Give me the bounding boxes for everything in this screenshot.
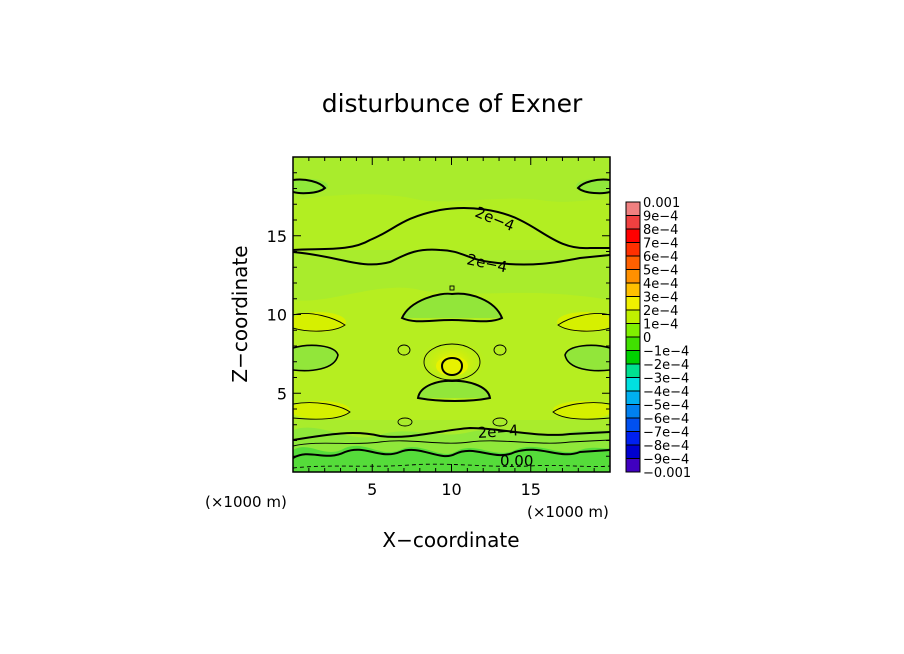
contour-top-left xyxy=(293,178,327,195)
colorbar-swatch xyxy=(626,296,640,311)
chart-title: disturbunce of Exner xyxy=(322,89,583,118)
colorbar-swatch xyxy=(626,350,640,365)
y-axis-label: Z−coordinate xyxy=(228,245,252,382)
y-tick-labels: 5 10 15 xyxy=(267,227,287,404)
colorbar-label: 1e−4 xyxy=(643,318,678,333)
colorbar-label: 8e−4 xyxy=(643,223,678,238)
colorbar-label: −9e−4 xyxy=(643,453,689,468)
contour-band-5 xyxy=(416,379,492,402)
colorbar-label: −6e−4 xyxy=(643,412,689,427)
colorbar-swatch xyxy=(626,242,640,257)
field-region-upper xyxy=(293,194,610,250)
colorbar-swatch xyxy=(626,283,640,297)
colorbar-swatch xyxy=(626,445,640,459)
y-tick-label: 15 xyxy=(267,227,287,246)
colorbar-swatch xyxy=(626,256,640,270)
colorbar-swatch xyxy=(626,377,640,392)
contour-hotspot xyxy=(440,356,464,377)
colorbar-label: −7e−4 xyxy=(643,426,689,441)
colorbar-swatch xyxy=(626,364,640,378)
contour-top-right xyxy=(576,178,610,195)
field-cool-band-5 xyxy=(418,380,490,398)
contour-label: 0.00 xyxy=(500,452,533,470)
colorbar-swatch xyxy=(626,431,640,446)
colorbar-label: −8e−4 xyxy=(643,439,689,454)
field-cool-top-left xyxy=(293,179,328,193)
colorbar-label: 0 xyxy=(643,331,651,346)
colorbar-label: −1e−4 xyxy=(643,345,689,360)
contour-label: 2e−4 xyxy=(477,421,519,442)
colorbar-swatch xyxy=(626,418,640,432)
field-blob-left-10 xyxy=(293,312,346,332)
colorbar-label: −3e−4 xyxy=(643,372,689,387)
colorbar-label: 5e−4 xyxy=(643,264,678,279)
x-axis-label: X−coordinate xyxy=(382,528,519,552)
field-cool-right-7 xyxy=(565,345,610,371)
colorbar-swatch xyxy=(626,404,640,419)
colorbar-swatch xyxy=(626,337,640,351)
contour-lines-thin xyxy=(293,285,610,447)
colorbar-label: 4e−4 xyxy=(643,277,678,292)
colorbar-label: −4e−4 xyxy=(643,385,689,400)
contour-lines xyxy=(293,178,610,459)
y-unit-label: (×1000 m) xyxy=(205,493,287,511)
colorbar-label: 9e−4 xyxy=(643,210,678,225)
plot-area xyxy=(293,157,610,472)
colorbar-label: −0.001 xyxy=(643,466,691,481)
x-unit-label: (×1000 m) xyxy=(527,503,609,521)
contour-lower-2 xyxy=(293,448,610,459)
colorbar-label: 6e−4 xyxy=(643,250,678,265)
x-tick-label: 10 xyxy=(441,480,461,499)
colorbar-label: 3e−4 xyxy=(643,291,678,306)
colorbar-label: −2e−4 xyxy=(643,358,689,373)
field-cool-band-12 xyxy=(402,293,502,318)
contour-band-12 xyxy=(400,292,504,323)
colorbar-label: 7e−4 xyxy=(643,237,678,252)
colorbar-swatch xyxy=(626,269,640,284)
colorbar-swatch xyxy=(626,215,640,230)
contour-left-7 xyxy=(293,344,339,372)
colorbar: 0.0019e−48e−47e−46e−45e−44e−43e−42e−41e−… xyxy=(625,196,691,481)
colorbar-label: 2e−4 xyxy=(643,304,678,319)
contour-upper xyxy=(293,207,610,251)
contour-lower-1 xyxy=(293,426,610,441)
colorbar-label: 0.001 xyxy=(643,196,680,211)
colorbar-swatch xyxy=(626,391,640,405)
colorbar-swatch xyxy=(626,310,640,324)
contour-zero xyxy=(293,463,610,469)
frame-ticks xyxy=(293,157,610,472)
colorbar-swatch xyxy=(626,202,640,216)
colorbar-label: −5e−4 xyxy=(643,399,689,414)
y-tick-label: 5 xyxy=(277,384,287,403)
field-blob-right-10 xyxy=(557,312,610,332)
x-tick-label: 15 xyxy=(521,480,541,499)
colorbar-swatch xyxy=(626,323,640,338)
field-cool-left-7 xyxy=(293,345,338,371)
colorbar-swatch xyxy=(626,229,640,243)
x-tick-labels: 5 10 15 xyxy=(367,480,541,499)
contour-right-7 xyxy=(564,344,610,372)
y-tick-label: 10 xyxy=(267,306,287,325)
contour-middle xyxy=(293,248,610,266)
x-tick-label: 5 xyxy=(367,480,377,499)
colorbar-swatch xyxy=(626,458,640,473)
